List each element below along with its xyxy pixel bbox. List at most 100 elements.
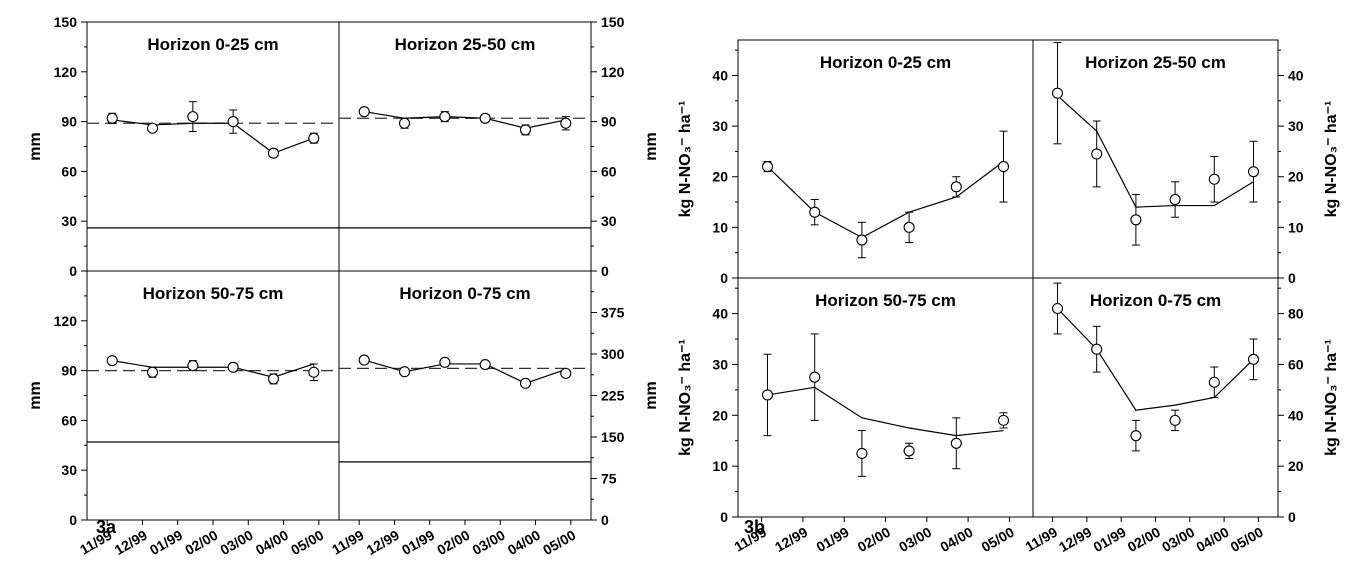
y-tick-label: 20	[712, 407, 728, 423]
y-tick-label: 20	[712, 169, 728, 185]
y-tick-label: 120	[601, 64, 625, 80]
data-point	[950, 181, 962, 193]
y-tick-label: 0	[1288, 270, 1296, 286]
model-line	[767, 161, 1004, 239]
panel-frame	[1032, 39, 1279, 279]
y-tick-label: 120	[54, 64, 78, 80]
x-tick-label: 12/99	[1056, 524, 1095, 555]
x-tick-label: 05/00	[540, 527, 579, 558]
data-point	[227, 116, 239, 128]
y-tick-label: 10	[712, 219, 728, 235]
data-point	[187, 111, 199, 123]
y-tick-label: 40	[1288, 407, 1304, 423]
figure-label-3b: 3b	[744, 517, 765, 537]
panel-frame	[737, 277, 1034, 518]
panel-3b-4: 0 20 40 60 80 kg N-NO₃⁻ ha⁻¹ Horizon 0-75 cm 11…	[1022, 277, 1340, 555]
data-point	[903, 221, 915, 233]
y-tick-label: 0	[69, 263, 77, 279]
panel-title-Horizon-0-75-cm: Horizon 0-75 cm	[399, 284, 530, 303]
panel-title-Horizon-25-50-cm: Horizon 25-50 cm	[1085, 53, 1226, 72]
y-axis-title: mm	[643, 132, 660, 160]
data-point	[439, 111, 451, 123]
x-tick-label: 12/99	[112, 527, 151, 558]
data-point	[358, 354, 370, 366]
data-point	[519, 124, 532, 136]
y-axis-title: kg N-NO₃⁻ ha⁻¹	[677, 339, 694, 456]
data-point	[997, 414, 1010, 426]
data-point	[267, 373, 280, 385]
y-tick-label: 40	[1288, 67, 1304, 83]
panel-frame	[1032, 277, 1279, 518]
y-tick-label: 0	[1288, 509, 1296, 525]
x-tick-label: 12/99	[772, 524, 811, 555]
y-tick-label: 20	[1288, 169, 1304, 185]
y-tick-label: 20	[1288, 458, 1304, 474]
panel-title-Horizon-0-25-cm: Horizon 0-25 cm	[820, 53, 951, 72]
data-point	[187, 360, 199, 372]
model-line	[112, 119, 315, 154]
data-point	[761, 161, 774, 173]
panel-3a-1: 0 30 60 90 120 150 mm Horizon 0-25 cm	[27, 14, 340, 279]
panel-3b-2: 0 10 20 30 40 kg N-NO₃⁻ ha⁻¹ Horizon 25-50 cm	[1032, 39, 1340, 286]
data-point	[106, 355, 118, 367]
panel-title-Horizon-50-75-cm: Horizon 50-75 cm	[143, 284, 284, 303]
data-point	[761, 389, 774, 401]
y-tick-label: 60	[61, 163, 77, 179]
y-tick-label: 40	[712, 67, 728, 83]
data-point	[479, 358, 491, 371]
y-tick-label: 0	[601, 263, 609, 279]
x-tick-label: 03/00	[469, 527, 508, 558]
data-point	[227, 361, 239, 373]
model-line	[767, 386, 1004, 437]
x-tick-label: 02/00	[434, 527, 473, 558]
data-point	[106, 112, 118, 124]
x-tick-label: 04/00	[937, 524, 976, 555]
data-point	[809, 206, 821, 218]
data-point	[1247, 166, 1260, 178]
x-tick-label: 12/99	[364, 527, 403, 558]
panel-title-Horizon-25-50-cm: Horizon 25-50 cm	[395, 35, 536, 54]
data-point	[1208, 173, 1220, 185]
data-point	[1208, 376, 1220, 388]
y-tick-label: 90	[601, 114, 617, 130]
data-point	[1051, 302, 1064, 315]
y-tick-label: 150	[601, 14, 625, 30]
y-tick-label: 10	[1288, 219, 1304, 235]
data-point	[856, 447, 868, 459]
data-point	[146, 366, 159, 378]
panel-title-Horizon-0-25-cm: Horizon 0-25 cm	[147, 35, 278, 54]
y-axis-title: kg N-NO₃⁻ ha⁻¹	[1323, 101, 1340, 218]
data-point	[358, 106, 370, 118]
y-tick-label: 30	[601, 213, 617, 229]
data-point	[398, 117, 411, 129]
y-axis-title: mm	[643, 381, 660, 409]
y-tick-label: 30	[712, 118, 728, 134]
y-tick-label: 60	[61, 412, 77, 428]
x-tick-label: 11/99	[329, 527, 367, 558]
x-tick-label: 02/00	[1125, 524, 1164, 555]
data-point	[950, 437, 962, 449]
data-point	[519, 377, 532, 389]
y-tick-label: 80	[1288, 306, 1304, 322]
x-tick-label: 04/00	[1193, 524, 1232, 555]
x-tick-label: 02/00	[855, 524, 894, 555]
data-point	[1247, 353, 1260, 365]
y-tick-label: 0	[69, 512, 77, 528]
data-point	[439, 356, 451, 368]
y-tick-label: 40	[712, 306, 728, 322]
x-tick-label: 04/00	[253, 527, 292, 558]
data-point	[398, 366, 411, 378]
data-point	[267, 147, 280, 159]
panel-frame	[338, 21, 592, 272]
data-point	[146, 122, 159, 134]
chart-3a: 0 30 60 90 120 150 mm Horizon 0-25 cm 0 30 60 90 120…	[27, 14, 660, 558]
data-point	[856, 234, 868, 246]
model-line	[112, 360, 314, 378]
panel-title-Horizon-50-75-cm: Horizon 50-75 cm	[815, 291, 956, 310]
y-tick-label: 75	[601, 471, 617, 487]
model-line	[1057, 95, 1254, 208]
data-point	[809, 371, 821, 383]
x-tick-label: 01/99	[1090, 524, 1129, 555]
model-line	[364, 111, 566, 129]
data-point	[1051, 87, 1064, 99]
